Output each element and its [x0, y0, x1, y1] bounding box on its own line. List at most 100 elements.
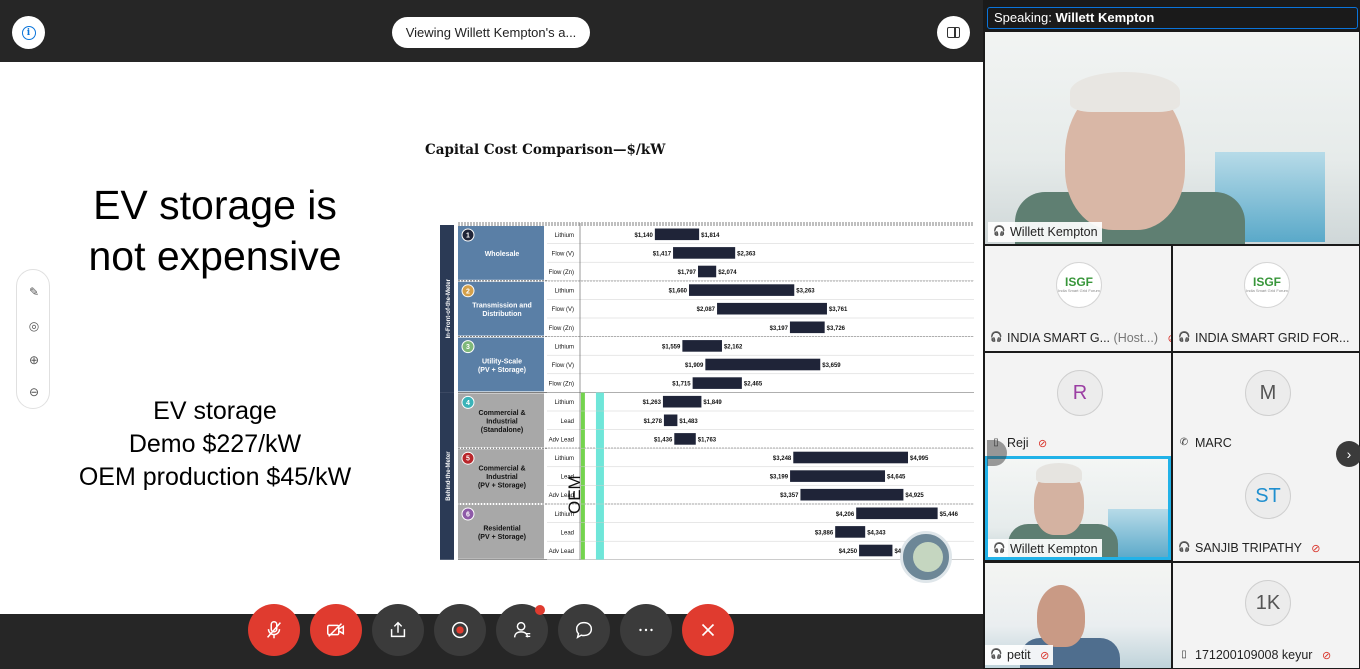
active-speaker-banner: Speaking: Willett Kempton — [987, 7, 1358, 29]
category-name: (Standalone) — [481, 427, 523, 434]
bar-low-label: $1,559 — [662, 344, 681, 350]
avatar: R — [1057, 370, 1103, 416]
participant-name-label: ▯ 171200109008 keyur ⊘ — [1173, 645, 1335, 665]
row-tech-label: Adv Lead — [549, 437, 574, 443]
bar-low-label: $3,248 — [773, 456, 792, 462]
participant-tile[interactable]: 1K ▯ 171200109008 keyur ⊘ — [1173, 563, 1359, 668]
mic-muted-icon: ⊘ — [1321, 650, 1332, 662]
bar-low-label: $3,357 — [780, 493, 799, 499]
participant-name-label: ✆ MARC — [1173, 433, 1236, 453]
slide-title-line-2: not expensive — [88, 233, 342, 279]
bar-low-label: $1,436 — [654, 437, 673, 443]
participant-tile[interactable]: ISGF India Smart Grid Forum 🎧 INDIA SMAR… — [985, 246, 1171, 351]
row-tech-label: Adv Lead — [549, 549, 574, 555]
zoom-out-icon[interactable]: ⊖ — [28, 385, 40, 399]
row-tech-label: Lithium — [555, 400, 574, 406]
row-tech-label: Flow (V) — [552, 363, 574, 369]
bar-low-label: $1,715 — [672, 382, 691, 388]
speaker-hair — [1070, 72, 1180, 112]
remote-control-icon[interactable]: ◎ — [28, 319, 40, 333]
cost-range-bar — [793, 451, 909, 464]
participants-button[interactable] — [496, 604, 548, 656]
highlight-band-oem — [595, 392, 604, 560]
annotate-pen-icon[interactable]: ✎ — [28, 285, 40, 299]
bar-high-label: $2,363 — [737, 251, 756, 257]
bar-low-label: $4,250 — [839, 549, 858, 555]
bar-low-label: $1,140 — [635, 233, 654, 239]
bar-high-label: $2,074 — [718, 270, 737, 276]
more-options-button[interactable] — [620, 604, 672, 656]
category-name: Residential — [483, 526, 520, 533]
layout-icon — [947, 27, 960, 38]
category-badge — [461, 228, 475, 242]
cost-range-bar — [662, 395, 702, 408]
headset-icon: 🎧 — [990, 649, 1003, 660]
mic-muted-icon: ⊘ — [1311, 543, 1321, 555]
meeting-info-button[interactable]: i — [12, 16, 45, 49]
share-button[interactable] — [372, 604, 424, 656]
self-view-thumbnail[interactable] — [900, 531, 952, 583]
participant-tile[interactable]: R ▯ Reji ⊘ — [985, 353, 1171, 458]
row-tech-label: Lithium — [555, 456, 574, 462]
speaking-name: Willett Kempton — [1055, 10, 1155, 25]
participant-tile[interactable]: M ✆ MARC — [1173, 353, 1359, 458]
group-label-front: In-Front-of-the-Meter — [446, 278, 452, 338]
headset-icon: 🎧 — [993, 226, 1006, 237]
row-tech-label: Flow (Zn) — [549, 382, 574, 388]
start-video-button[interactable] — [310, 604, 362, 656]
participant-name: Reji — [1007, 436, 1029, 450]
mic-muted-icon: ⊘ — [1038, 438, 1048, 450]
isgf-logo-text: ISGF — [1252, 275, 1281, 289]
slide-body-line-1: EV storage — [153, 397, 277, 425]
isgf-logo-subtext: India Smart Grid Forum — [1058, 288, 1100, 293]
chat-button[interactable] — [558, 604, 610, 656]
bar-high-label: $5,446 — [940, 512, 959, 518]
cost-range-bar — [689, 284, 795, 296]
leave-meeting-button[interactable] — [682, 604, 734, 656]
participant-tile-selected[interactable]: 🎧 Willett Kempton — [985, 456, 1171, 560]
participant-head — [1037, 585, 1085, 647]
bar-high-label: $4,343 — [867, 530, 886, 536]
bar-high-label: $3,263 — [796, 289, 815, 295]
viewing-share-indicator[interactable]: Viewing Willett Kempton's a... — [392, 17, 590, 48]
category-badge — [461, 284, 475, 298]
capital-cost-chart: Capital Cost Comparison—$/kW In-Front-of… — [422, 140, 982, 560]
bar-low-label: $3,197 — [770, 326, 789, 332]
participant-tile[interactable]: ISGF India Smart Grid Forum 🎧 INDIA SMAR… — [1173, 246, 1359, 351]
next-page-button[interactable]: › — [1336, 441, 1360, 467]
participant-tile[interactable]: ST 🎧 SANJIB TRIPATHY ⊘ — [1173, 456, 1359, 561]
isgf-logo-text: ISGF — [1064, 275, 1093, 289]
zoom-in-icon[interactable]: ⊕ — [28, 353, 40, 367]
category-name: Wholesale — [485, 251, 520, 258]
highlight-band-ev-demo — [580, 392, 585, 560]
category-badge-number: 6 — [466, 512, 470, 519]
category-name: (PV + Storage) — [478, 367, 526, 374]
bar-high-label: $2,465 — [744, 382, 763, 388]
bar-high-label: $2,162 — [724, 344, 743, 350]
cost-range-bar — [698, 265, 717, 278]
category-badge — [461, 395, 475, 409]
info-icon: i — [21, 25, 36, 40]
row-tech-label: Lithium — [555, 344, 574, 350]
group-bar-behind — [440, 392, 454, 560]
cost-range-bar — [705, 358, 821, 371]
slide-body-line-2: Demo $227/kW — [128, 430, 302, 458]
category-badge — [461, 451, 475, 465]
bar-high-label: $4,645 — [887, 475, 906, 481]
participant-name-label: 🎧 petit ⊘ — [985, 645, 1054, 665]
annotation-toolbar: ✎ ◎ ⊕ ⊖ — [16, 269, 50, 409]
bar-low-label: $1,263 — [643, 400, 662, 406]
participant-tile[interactable]: 🎧 petit ⊘ — [985, 563, 1171, 668]
active-speaker-video[interactable]: 🎧 Willett Kempton — [985, 32, 1359, 244]
participant-name-label: 🎧 Willett Kempton — [988, 539, 1102, 557]
layout-toggle-button[interactable] — [937, 16, 970, 49]
previous-page-button[interactable] — [987, 440, 1007, 466]
participant-name: SANJIB TRIPATHY — [1195, 541, 1302, 555]
category-name: Industrial — [486, 418, 518, 425]
meeting-controls-bar — [0, 614, 983, 669]
unmute-button[interactable] — [248, 604, 300, 656]
bar-high-label: $1,849 — [703, 400, 722, 406]
bar-low-label: $1,417 — [653, 251, 672, 257]
record-button[interactable] — [434, 604, 486, 656]
backdrop-graphic — [1108, 509, 1168, 557]
